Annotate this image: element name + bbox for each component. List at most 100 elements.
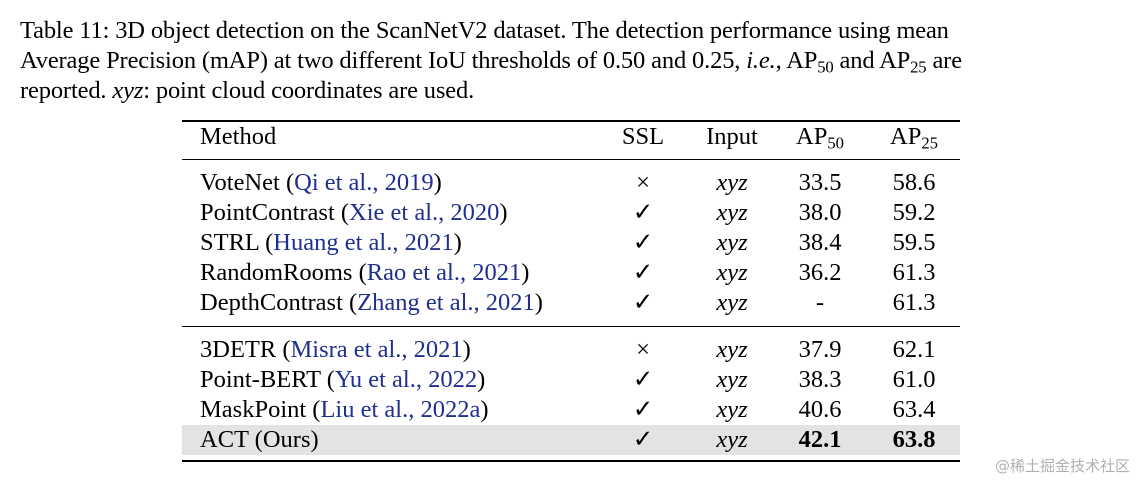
method-paren: ) — [480, 396, 489, 423]
method-cell: ACT (Ours) — [200, 425, 319, 455]
method-name: DepthContrast ( — [200, 289, 358, 316]
ssl-mark: ✓ — [632, 396, 654, 423]
ap50-cell: 38.3 — [798, 366, 842, 393]
citation-link[interactable]: Liu et al., 2022a — [320, 396, 481, 423]
input-cell: xyz — [716, 336, 748, 363]
ap25-cell: 61.3 — [892, 289, 936, 316]
table-caption: Table 11: 3D object detection on the Sca… — [20, 16, 1130, 106]
table-header-row: Method SSL Input AP50 AP25 — [182, 122, 960, 152]
ssl-mark: ✓ — [632, 366, 654, 393]
citation-link[interactable]: Yu et al., 2022 — [334, 366, 478, 393]
ap25-cell: 59.5 — [892, 229, 936, 256]
caption-text: , — [734, 47, 747, 74]
input-cell: xyz — [716, 229, 748, 256]
caption-xyz: xyz — [112, 77, 144, 104]
ssl-mark: × — [636, 169, 650, 196]
ap25-cell: 61.0 — [892, 366, 936, 393]
input-cell: xyz — [716, 289, 748, 316]
method-paren: ) — [534, 289, 543, 316]
watermark: @稀土掘金技术社区 — [994, 457, 1130, 475]
citation-link[interactable]: Misra et al., 2021 — [290, 336, 463, 363]
caption-line-2: Average Precision (mAP) at two different… — [20, 46, 1130, 76]
method-cell: Point-BERT (Yu et al., 2022) — [200, 365, 485, 395]
ssl-mark: ✓ — [632, 289, 654, 316]
caption-line-3: reported. xyz: point cloud coordinates a… — [20, 76, 1130, 106]
ssl-mark: ✓ — [632, 229, 654, 256]
method-cell: RandomRooms (Rao et al., 2021) — [200, 258, 529, 288]
method-cell: PointContrast (Xie et al., 2020) — [200, 198, 508, 228]
method-name: 3DETR ( — [200, 336, 291, 363]
method-cell: 3DETR (Misra et al., 2021) — [200, 335, 471, 365]
ssl-mark: ✓ — [632, 259, 654, 286]
header-ap50-sub: 50 — [827, 133, 844, 153]
method-name: Point-BERT ( — [200, 366, 335, 393]
caption-text: reported. — [20, 77, 113, 104]
caption-threshold-1: 0.50 — [602, 47, 646, 74]
caption-text: Table 11: 3D object detection on the Sca… — [20, 17, 949, 44]
ap50-cell: 37.9 — [798, 336, 842, 363]
ap50-cell: 33.5 — [798, 169, 842, 196]
method-paren: ) — [462, 336, 471, 363]
method-paren: ) — [477, 366, 486, 393]
input-cell: xyz — [716, 396, 748, 423]
group-separator-rule — [182, 326, 960, 327]
header-ap50-base: AP — [796, 123, 828, 150]
table-row: 3DETR (Misra et al., 2021) × xyz 37.9 62.1 — [182, 335, 960, 365]
table-row: PointContrast (Xie et al., 2020) ✓ xyz 38.0… — [182, 198, 960, 228]
table-row: Point-BERT (Yu et al., 2022) ✓ xyz 38.3 61.0 — [182, 365, 960, 395]
method-name: MaskPoint ( — [200, 396, 321, 423]
method-name: VoteNet ( — [200, 169, 295, 196]
input-cell: xyz — [716, 259, 748, 286]
ap50-cell: 36.2 — [798, 259, 842, 286]
citation-link[interactable]: Huang et al., 2021 — [273, 229, 454, 256]
caption-text: and — [645, 47, 693, 74]
caption-threshold-2: 0.25 — [692, 47, 735, 74]
method-cell: STRL (Huang et al., 2021) — [200, 228, 462, 258]
table-row: VoteNet (Qi et al., 2019) × xyz 33.5 58.6 — [182, 168, 960, 198]
ap25-cell: 63.8 — [892, 426, 936, 453]
ssl-mark: × — [636, 336, 650, 363]
ap25-cell: 63.4 — [892, 396, 936, 423]
caption-subscript: 25 — [910, 57, 927, 77]
header-input: Input — [706, 123, 758, 150]
input-cell: xyz — [716, 426, 748, 453]
table-row: DepthContrast (Zhang et al., 2021) ✓ xyz - 6… — [182, 288, 960, 318]
ap50-cell: 42.1 — [798, 426, 842, 453]
input-cell: xyz — [716, 169, 748, 196]
method-cell: VoteNet (Qi et al., 2019) — [200, 168, 442, 198]
caption-text: and AP — [833, 47, 911, 74]
input-cell: xyz — [716, 199, 748, 226]
table-bottom-rule — [182, 460, 960, 462]
ssl-mark: ✓ — [632, 426, 654, 453]
caption-text: are — [926, 47, 962, 74]
header-ap25-base: AP — [890, 123, 922, 150]
method-paren: ) — [521, 259, 530, 286]
input-cell: xyz — [716, 366, 748, 393]
table-row: RandomRooms (Rao et al., 2021) ✓ xyz 36.2 61… — [182, 258, 960, 288]
ap50-cell: 38.4 — [798, 229, 842, 256]
method-paren: ) — [433, 169, 442, 196]
method-paren: ) — [499, 199, 508, 226]
header-ssl: SSL — [621, 123, 665, 150]
caption-subscript: 50 — [817, 57, 834, 77]
method-name: STRL ( — [200, 229, 274, 256]
citation-link[interactable]: Qi et al., 2019 — [294, 169, 434, 196]
table-row: ACT (Ours) ✓ xyz 42.1 63.8 — [182, 425, 960, 455]
method-paren: ) — [453, 229, 462, 256]
citation-link[interactable]: Zhang et al., 2021 — [357, 289, 535, 316]
ap50-cell: 40.6 — [798, 396, 842, 423]
table-top-rule — [182, 120, 960, 122]
ap25-cell: 58.6 — [892, 169, 936, 196]
header-ap25-sub: 25 — [921, 133, 938, 153]
table-row: MaskPoint (Liu et al., 2022a) ✓ xyz 40.6 63.… — [182, 395, 960, 425]
header-method: Method — [200, 123, 277, 150]
citation-link[interactable]: Xie et al., 2020 — [349, 199, 500, 226]
citation-link[interactable]: Rao et al., 2021 — [366, 259, 522, 286]
ap25-cell: 62.1 — [892, 336, 936, 363]
header-ap50: AP50 — [778, 122, 862, 152]
table-row: STRL (Huang et al., 2021) ✓ xyz 38.4 59.5 — [182, 228, 960, 258]
caption-line-1: Table 11: 3D object detection on the Sca… — [20, 16, 1130, 46]
caption-text: : point cloud coordinates are used. — [143, 77, 475, 104]
ssl-mark: ✓ — [632, 199, 654, 226]
method-cell: DepthContrast (Zhang et al., 2021) — [200, 288, 543, 318]
